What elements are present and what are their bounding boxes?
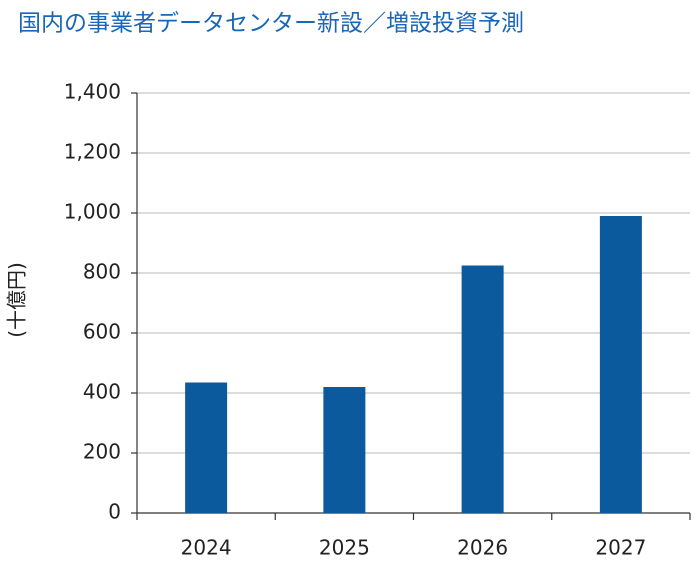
y-axis-label: (十億円) [5, 262, 29, 338]
y-tick-label: 400 [83, 380, 121, 404]
chart-title: 国内の事業者データセンター新設／増設投資予測 [18, 11, 524, 37]
y-tick-label: 1,200 [64, 140, 121, 164]
y-tick-label: 600 [83, 320, 121, 344]
x-tick-label: 2025 [319, 536, 370, 560]
x-tick-label: 2024 [181, 536, 232, 560]
bar [185, 382, 228, 513]
y-tick-label: 800 [83, 260, 121, 284]
x-tick-label: 2027 [595, 536, 646, 560]
bar [461, 265, 504, 513]
y-tick-label: 200 [83, 440, 121, 464]
y-tick-label: 0 [108, 500, 121, 524]
bar [599, 216, 642, 513]
bar [323, 387, 366, 513]
x-tick-label: 2026 [457, 536, 508, 560]
y-tick-label: 1,400 [64, 80, 121, 104]
y-tick-label: 1,000 [64, 200, 121, 224]
